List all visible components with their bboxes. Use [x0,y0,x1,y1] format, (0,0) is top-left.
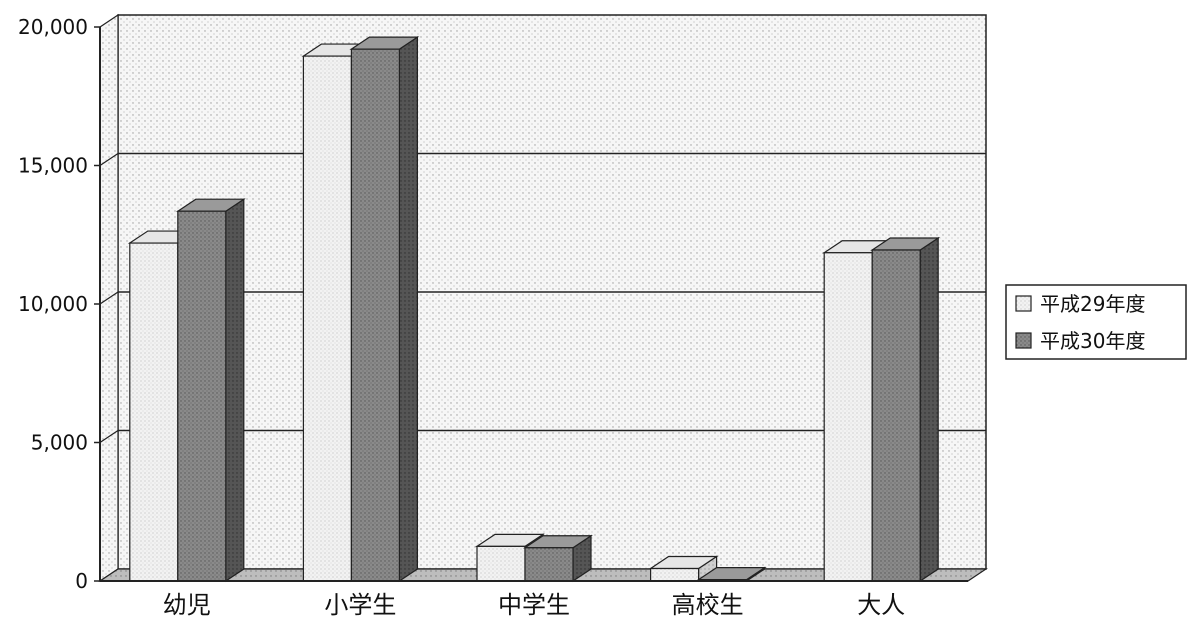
bar-front [129,242,179,582]
legend-label-series-1: 平成29年度 [1040,292,1145,316]
x-category-label: 小学生 [324,591,396,619]
bar-2-2 [349,36,420,583]
bar-side [398,36,418,583]
legend: 平成29年度 平成30年度 [1005,284,1187,360]
bar-2-1 [175,198,246,583]
y-axis-ticks: 0 5,000 10,000 15,000 20,000 [18,15,100,593]
y-tick-label: 10,000 [18,292,88,316]
legend-box [1005,284,1187,360]
legend-label-series-2: 平成30年度 [1040,329,1145,353]
bar-front [177,210,227,582]
x-axis-categories: 幼児 小学生 中学生 高校生 大人 [163,591,905,619]
x-category-label: 中学生 [498,591,570,619]
x-category-label: 幼児 [163,591,211,619]
bar-front [649,567,700,582]
x-category-label: 大人 [857,591,905,619]
bar-1-4 [648,555,719,583]
bar-front [823,252,873,582]
y-tick-label: 5,000 [31,431,88,455]
bar-front [871,249,921,582]
bar-front [350,48,400,582]
bar-2-5 [870,236,941,583]
legend-swatch-series-2 [1015,332,1032,349]
y-tick-label: 0 [75,569,88,593]
bar-front [302,55,352,582]
gridline-side [99,291,119,305]
x-category-label: 高校生 [672,591,744,619]
bar-side [225,198,245,583]
bar-front [524,547,574,582]
bar-side [919,236,939,583]
gridline-side [99,153,119,166]
bar-front [476,545,526,582]
bar-2-3 [523,534,593,583]
gridline-side [99,430,119,443]
y-tick-label: 20,000 [18,15,88,39]
legend-swatch-series-1 [1015,295,1032,312]
y-tick-label: 15,000 [18,154,88,178]
bars [127,36,941,583]
